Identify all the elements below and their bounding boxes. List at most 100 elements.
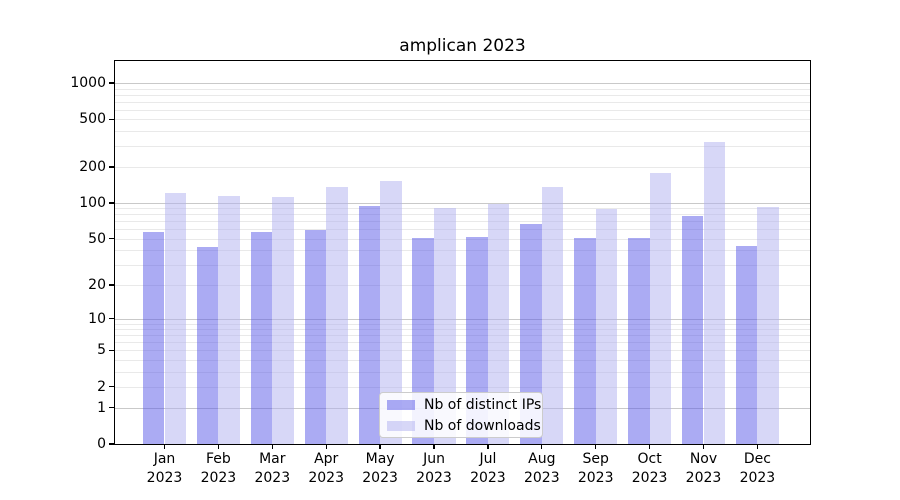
gridline-minor xyxy=(115,284,810,286)
gridline-minor xyxy=(115,329,810,331)
bar-downloads-mar xyxy=(272,197,294,444)
x-tick-label-feb: Feb 2023 xyxy=(200,451,237,486)
x-tick-label-aug: Aug 2023 xyxy=(523,451,560,486)
gridline-minor xyxy=(115,130,810,132)
gridline-minor xyxy=(115,335,810,337)
bar-distinct-ips-aug xyxy=(520,223,542,444)
y-tick-label: 0 xyxy=(97,436,106,452)
gridline-minor xyxy=(115,101,810,103)
bar-downloads-may xyxy=(380,181,402,444)
bar-distinct-ips-jan xyxy=(142,231,165,444)
legend-label-distinct-ips: Nb of distinct IPs xyxy=(424,396,542,413)
legend-swatch-ips-icon xyxy=(387,399,415,410)
gridline-minor xyxy=(115,323,810,325)
y-tick xyxy=(109,202,114,204)
x-tick xyxy=(756,444,759,449)
bar-distinct-ips-dec xyxy=(735,246,758,444)
x-tick-label-dec: Dec 2023 xyxy=(739,451,776,486)
y-tick xyxy=(109,166,114,168)
bar-downloads-sep xyxy=(595,208,618,444)
x-tick-label-nov: Nov 2023 xyxy=(685,451,722,486)
gridline-minor xyxy=(115,145,810,147)
x-tick xyxy=(702,444,705,449)
bar-distinct-ips-mar xyxy=(250,231,273,444)
gridline-minor xyxy=(115,238,810,240)
gridline-minor xyxy=(115,221,810,223)
gridline-minor xyxy=(115,214,810,216)
bar-downloads-jan xyxy=(164,193,187,444)
y-tick xyxy=(109,385,114,388)
legend-item-downloads: Nb of downloads xyxy=(387,418,542,434)
x-tick-label-oct: Oct 2023 xyxy=(631,451,668,486)
gridline-minor xyxy=(115,342,810,344)
x-tick-label-may: May 2023 xyxy=(362,451,398,486)
bar-downloads-jun xyxy=(434,207,456,444)
x-tick xyxy=(648,444,651,449)
x-tick xyxy=(433,444,435,449)
bar-downloads-aug xyxy=(541,187,564,444)
gridline-minor xyxy=(115,166,810,168)
x-tick xyxy=(271,444,273,449)
y-tick xyxy=(109,237,114,240)
x-tick xyxy=(325,444,327,449)
x-tick-label-mar: Mar 2023 xyxy=(254,451,291,486)
x-tick-label-jul: Jul 2023 xyxy=(470,451,506,486)
bar-downloads-nov xyxy=(703,142,726,444)
y-tick-label: 50 xyxy=(88,230,106,247)
y-tick-label: 200 xyxy=(79,158,106,175)
legend-swatch-downloads-icon xyxy=(387,420,415,431)
legend: Nb of distinct IPs Nb of downloads xyxy=(379,392,543,438)
bar-downloads-jul xyxy=(487,203,510,444)
x-tick xyxy=(379,444,381,449)
y-tick-label: 5 xyxy=(97,342,106,359)
gridline-minor xyxy=(115,208,810,210)
y-tick-label: 20 xyxy=(88,276,106,293)
y-tick xyxy=(109,349,114,352)
x-tick xyxy=(163,444,166,449)
y-tick xyxy=(109,118,114,120)
y-tick xyxy=(109,443,114,445)
gridline-minor xyxy=(115,94,810,96)
y-tick xyxy=(109,82,114,84)
x-tick xyxy=(595,444,597,449)
gridline-minor xyxy=(115,350,810,352)
bar-distinct-ips-sep xyxy=(574,237,596,444)
y-tick-label: 100 xyxy=(79,194,106,211)
bar-distinct-ips-apr xyxy=(304,230,327,444)
bar-downloads-oct xyxy=(649,172,672,444)
x-tick-label-sep: Sep 2023 xyxy=(577,451,614,486)
gridline-minor xyxy=(115,359,810,361)
plot-area xyxy=(114,60,811,445)
bar-downloads-apr xyxy=(326,186,348,444)
x-tick-label-jan: Jan 2023 xyxy=(146,451,183,486)
bar-distinct-ips-feb xyxy=(196,247,219,444)
gridline-minor xyxy=(115,386,810,388)
y-tick xyxy=(109,407,114,409)
chart-title: amplican 2023 xyxy=(399,36,526,56)
gridline-major xyxy=(115,318,810,320)
bar-distinct-ips-may xyxy=(358,205,381,444)
y-tick xyxy=(109,318,114,320)
y-tick-label: 500 xyxy=(79,111,106,128)
y-tick-label: 10 xyxy=(88,310,106,327)
y-tick-label: 2 xyxy=(97,378,106,395)
bar-downloads-dec xyxy=(757,206,779,444)
y-tick-label: 1000 xyxy=(70,75,106,92)
x-tick-label-apr: Apr 2023 xyxy=(308,451,344,486)
gridline-minor xyxy=(115,229,810,231)
y-tick-label: 1 xyxy=(97,399,106,416)
gridline-minor xyxy=(115,109,810,111)
x-tick-label-jun: Jun 2023 xyxy=(416,451,452,486)
x-tick xyxy=(487,444,489,449)
gridline-minor xyxy=(115,119,810,121)
y-tick xyxy=(109,284,114,286)
legend-label-downloads: Nb of downloads xyxy=(424,417,541,434)
x-tick xyxy=(217,444,220,449)
gridline-minor xyxy=(115,88,810,90)
bar-distinct-ips-nov xyxy=(681,216,704,444)
gridline-minor xyxy=(115,249,810,251)
x-tick xyxy=(541,444,543,449)
gridline-major xyxy=(115,83,810,85)
bar-distinct-ips-oct xyxy=(628,237,650,444)
